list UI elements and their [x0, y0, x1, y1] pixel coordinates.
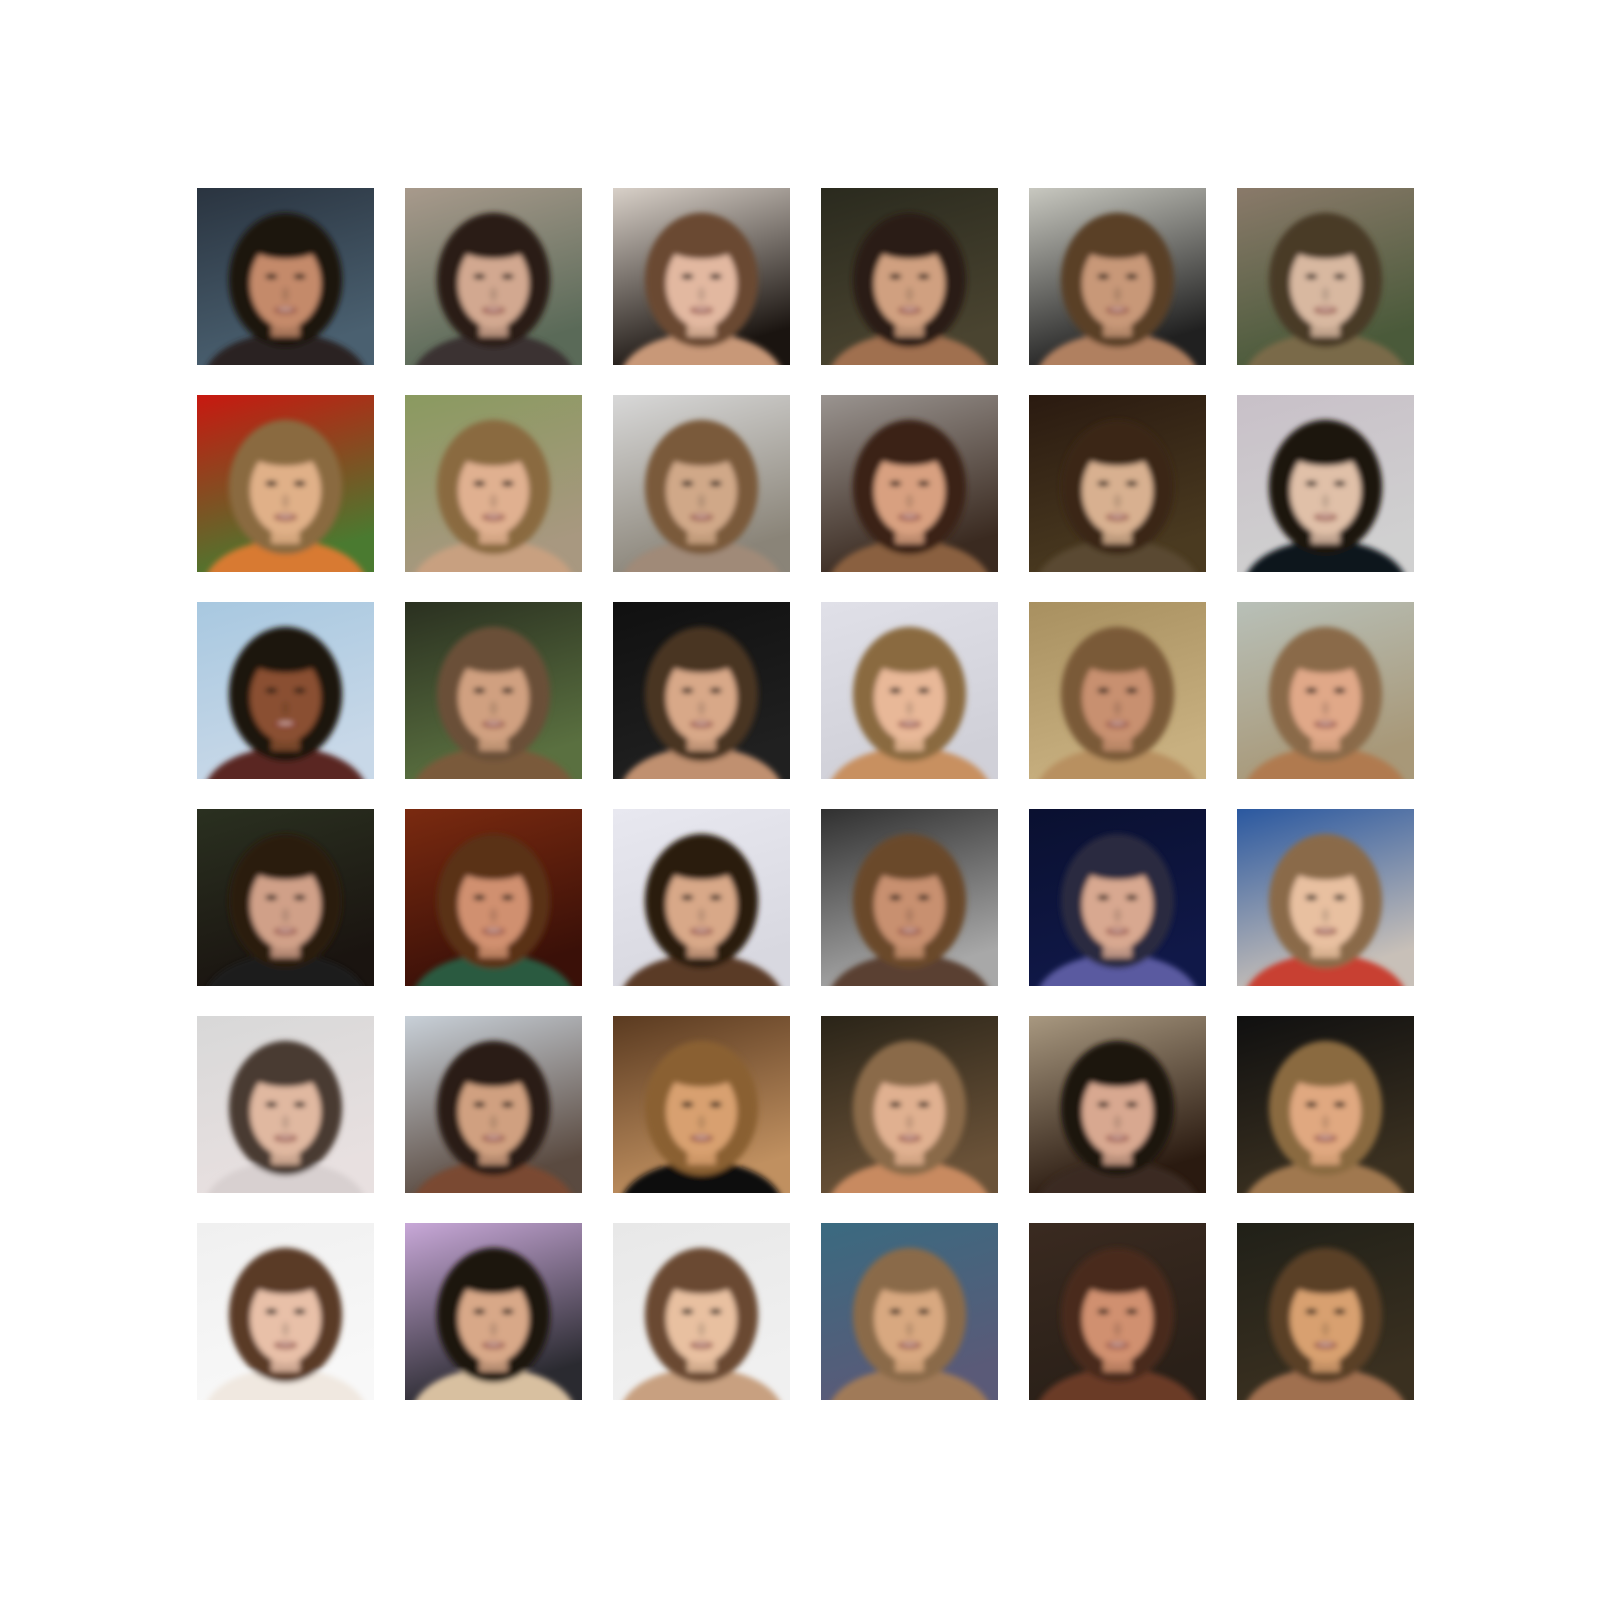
face-sample-tile: [613, 602, 790, 779]
face-sample-image: [197, 809, 374, 986]
face-sample-tile: [821, 188, 998, 365]
face-sample-image: [613, 188, 790, 365]
face-sample-tile: [197, 1223, 374, 1400]
face-sample-image: [613, 809, 790, 986]
face-sample-image: [197, 188, 374, 365]
face-sample-tile: [405, 1223, 582, 1400]
face-sample-tile: [1237, 395, 1414, 572]
face-sample-tile: [1237, 602, 1414, 779]
face-sample-tile: [821, 395, 998, 572]
face-sample-image: [1029, 188, 1206, 365]
face-sample-image: [1237, 602, 1414, 779]
face-sample-tile: [821, 602, 998, 779]
face-sample-image: [197, 1223, 374, 1400]
face-sample-image: [1237, 395, 1414, 572]
face-sample-tile: [197, 602, 374, 779]
face-sample-tile: [821, 1016, 998, 1193]
face-sample-image: [1029, 395, 1206, 572]
face-sample-image: [821, 395, 998, 572]
face-sample-tile: [613, 809, 790, 986]
face-sample-image: [405, 1016, 582, 1193]
face-sample-tile: [1029, 1223, 1206, 1400]
face-sample-tile: [1029, 188, 1206, 365]
face-sample-image: [197, 1016, 374, 1193]
face-sample-image: [405, 809, 582, 986]
face-sample-tile: [821, 809, 998, 986]
face-sample-tile: [1237, 1016, 1414, 1193]
face-sample-tile: [1029, 809, 1206, 986]
face-sample-image: [1029, 809, 1206, 986]
face-sample-tile: [1029, 395, 1206, 572]
face-sample-tile: [1029, 1016, 1206, 1193]
face-sample-tile: [405, 602, 582, 779]
face-sample-image: [405, 188, 582, 365]
face-sample-image: [1029, 1016, 1206, 1193]
face-sample-tile: [197, 188, 374, 365]
face-sample-image: [821, 1016, 998, 1193]
face-sample-tile: [1237, 188, 1414, 365]
face-sample-tile: [405, 1016, 582, 1193]
face-sample-tile: [197, 1016, 374, 1193]
face-sample-image: [1237, 1016, 1414, 1193]
face-sample-image: [613, 1223, 790, 1400]
face-sample-tile: [613, 188, 790, 365]
face-sample-tile: [1237, 809, 1414, 986]
face-sample-image: [405, 395, 582, 572]
face-sample-image: [405, 1223, 582, 1400]
face-sample-tile: [197, 809, 374, 986]
face-sample-tile: [821, 1223, 998, 1400]
face-sample-image: [613, 395, 790, 572]
face-sample-image: [197, 395, 374, 572]
face-sample-image: [197, 602, 374, 779]
face-sample-image: [821, 809, 998, 986]
face-sample-tile: [613, 395, 790, 572]
face-sample-tile: [1237, 1223, 1414, 1400]
face-sample-image: [613, 1016, 790, 1193]
face-sample-image: [1237, 809, 1414, 986]
face-sample-tile: [405, 395, 582, 572]
face-sample-image: [1029, 1223, 1206, 1400]
face-sample-tile: [197, 395, 374, 572]
face-sample-tile: [1029, 602, 1206, 779]
face-sample-image: [1237, 188, 1414, 365]
face-sample-tile: [405, 809, 582, 986]
face-sample-image: [1029, 602, 1206, 779]
face-sample-tile: [613, 1016, 790, 1193]
face-sample-tile: [613, 1223, 790, 1400]
face-sample-tile: [405, 188, 582, 365]
face-sample-image: [821, 1223, 998, 1400]
face-sample-image: [613, 602, 790, 779]
face-sample-image: [821, 188, 998, 365]
face-sample-image: [405, 602, 582, 779]
face-sample-image: [821, 602, 998, 779]
face-sample-image: [1237, 1223, 1414, 1400]
